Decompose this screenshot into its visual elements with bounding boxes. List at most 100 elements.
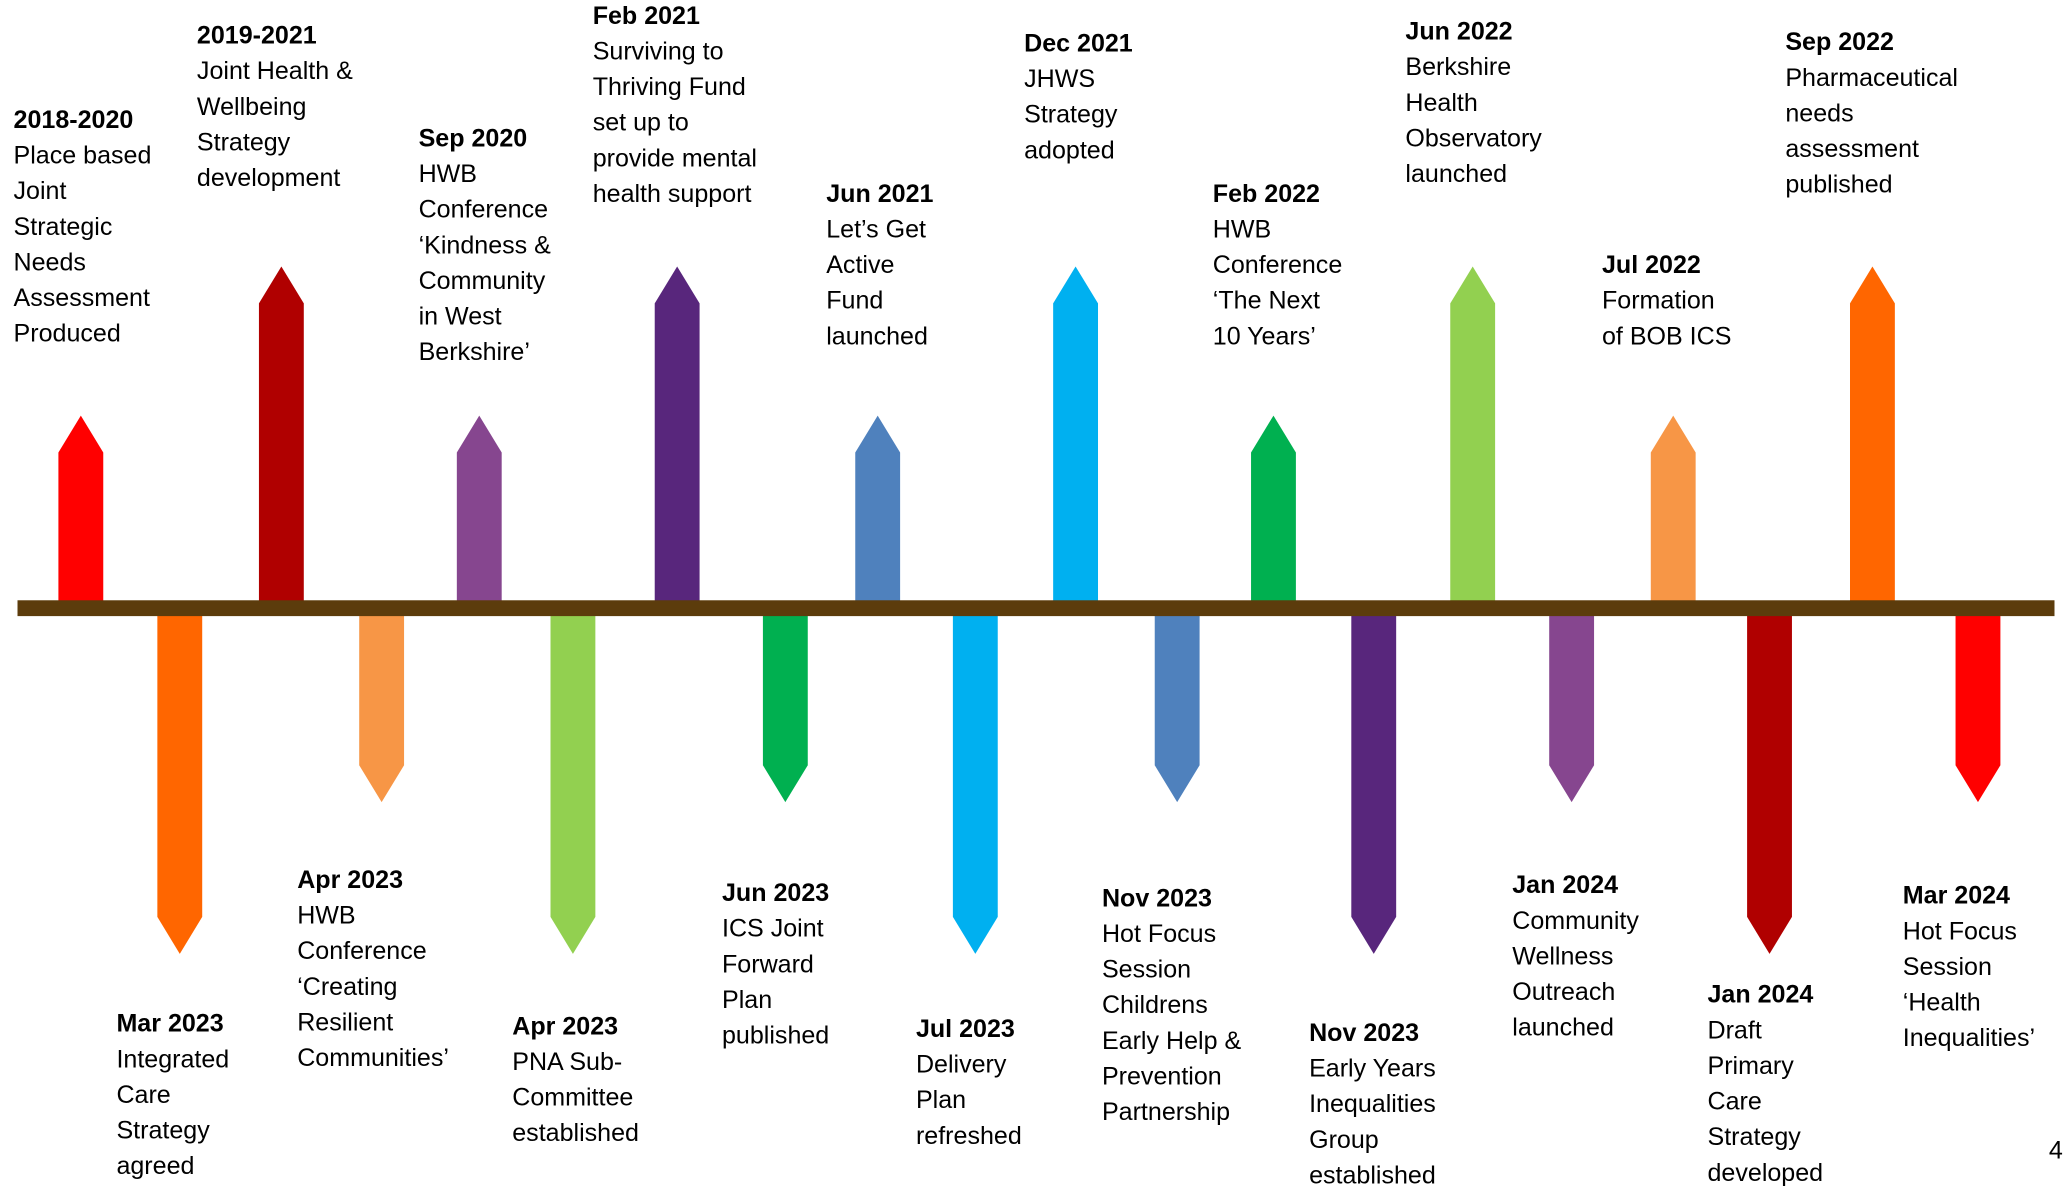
milestone-arrow [1650,415,1696,602]
page-number: 4 [2049,1136,2063,1164]
milestone-text: provide mental [593,144,757,172]
milestone-text: Formation [1602,287,1715,315]
milestone-text: Community [419,267,546,295]
milestone-text: published [1785,171,1892,199]
milestone-date: Sep 2020 [419,124,528,152]
milestone-arrow [258,266,304,602]
milestone-text: Conference [419,196,548,224]
milestone-text: ‘The Next [1213,287,1320,315]
milestone-text: development [197,164,340,192]
milestone-text: Forward [722,950,814,978]
milestone-arrow [1154,614,1200,803]
milestone-date: Sep 2022 [1785,28,1894,56]
milestone-text: established [512,1119,639,1147]
milestone-text: PNA Sub- [512,1048,622,1076]
timeline-axis [17,600,2055,617]
milestone-arrow [58,415,104,602]
milestone-text: Strategy [116,1117,210,1145]
milestone-date: Jun 2023 [722,879,829,907]
milestone-text: Strategy [1024,101,1118,129]
milestone-text: Group [1309,1126,1379,1154]
milestone-text: HWB [1213,216,1271,244]
milestone-arrow [952,614,998,954]
milestone-text: JHWS [1024,65,1095,93]
milestone-text: Surviving to [593,37,724,65]
milestone-text: Produced [14,320,121,348]
milestone-arrow [1549,614,1595,803]
milestone-text: Communities’ [297,1044,449,1072]
milestone-date: Dec 2021 [1024,29,1133,57]
milestone-date: Nov 2023 [1309,1019,1419,1047]
milestone-text: Wellness [1512,942,1613,970]
milestone-text: Observatory [1405,124,1542,152]
milestone-text: Strategy [1708,1123,1802,1151]
milestone-text: Conference [1213,251,1343,279]
milestone-date: Jan 2024 [1512,871,1618,899]
milestone-date: Jul 2023 [916,1015,1015,1043]
milestone-text: Prevention [1102,1062,1222,1090]
milestone-text: Inequalities [1309,1090,1436,1118]
milestone-text: Hot Focus [1102,920,1216,948]
milestone-text: established [1309,1161,1436,1189]
milestone-text: Health [1405,89,1477,117]
milestone-text: Committee [512,1084,633,1112]
milestone-arrow [359,614,405,803]
milestone-text: adopted [1024,136,1115,164]
milestone-text: launched [1405,160,1507,188]
milestone-text: developed [1708,1159,1824,1187]
milestone-text: Outreach [1512,978,1615,1006]
milestone-text: Joint [14,177,67,205]
milestone-date: Jul 2022 [1602,251,1701,279]
milestone-date: Jan 2024 [1708,981,1814,1009]
milestone-date: Jun 2022 [1405,18,1512,46]
milestone-text: 10 Years’ [1213,322,1316,350]
milestone-text: set up to [593,109,689,137]
milestone-date: 2019-2021 [197,22,317,50]
milestone-text: assessment [1785,135,1919,163]
milestone-text: refreshed [916,1122,1022,1150]
milestone-text: Inequalities’ [1903,1024,2035,1052]
milestone-text: Strategic [14,213,113,241]
milestone-text: Plan [916,1086,966,1114]
milestone-text: launched [1512,1014,1614,1042]
milestone-text: ‘Health [1903,989,1981,1017]
milestone-text: Needs [14,248,86,276]
milestone-text: HWB [297,902,355,930]
milestone-date: Feb 2022 [1213,180,1320,208]
milestone-arrow [456,415,502,602]
milestone-text: Plan [722,986,772,1014]
milestone-date: Mar 2023 [116,1010,223,1038]
milestone-text: Hot Focus [1903,917,2017,945]
milestone-arrow [550,614,596,954]
milestone-text: Early Help & [1102,1027,1241,1055]
milestone-text: agreed [116,1152,194,1180]
milestone-text: Berkshire’ [419,338,530,366]
milestone-text: Active [826,251,894,279]
milestone-date: Jun 2021 [826,180,933,208]
milestone-date: 2018-2020 [14,106,134,134]
milestone-text: Primary [1708,1052,1795,1080]
milestone-text: Berkshire [1405,53,1511,81]
milestone-date: Apr 2023 [512,1012,618,1040]
milestone-text: Joint Health & [197,57,353,85]
milestone-arrow [157,614,203,954]
milestone-text: Delivery [916,1051,1007,1079]
milestone-arrow [1955,614,2001,803]
milestone-text: published [722,1022,829,1050]
milestone-text: in West [419,303,502,331]
milestone-text: Place based [14,142,152,170]
milestone-text: Resilient [297,1008,393,1036]
milestone-text: Wellbeing [197,93,307,121]
milestone-arrow [762,614,808,803]
milestone-text: Draft [1708,1016,1762,1044]
milestone-arrow [1251,415,1296,602]
milestone-text: Care [116,1081,170,1109]
milestone-text: of BOB ICS [1602,322,1731,350]
milestone-text: launched [826,322,928,350]
milestone-text: Childrens [1102,991,1208,1019]
milestone-text: Thriving Fund [593,73,746,101]
milestone-arrow [1351,614,1397,954]
milestone-arrow [654,266,700,602]
milestone-text: Strategy [197,128,291,156]
